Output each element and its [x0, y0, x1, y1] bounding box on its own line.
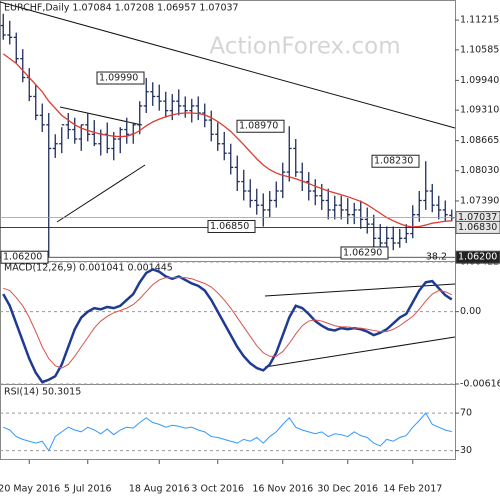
annotation-label: 1.06200 [3, 252, 42, 263]
x-tick-label: 18 Aug 2016 [129, 484, 190, 495]
x-tick-label: 16 Nov 2016 [252, 484, 313, 495]
x-tick-label: 20 May 2016 [0, 484, 60, 495]
x-tick-label: 14 Feb 2017 [383, 484, 442, 495]
trend-line [56, 164, 146, 223]
indicator-line [2, 268, 453, 384]
y-tick-label: 70 [460, 408, 472, 419]
trend-line [264, 283, 456, 297]
annotation-box [207, 219, 256, 233]
chart-title: EURCHF,Daily 1.07084 1.07208 1.06957 1.0… [4, 3, 239, 14]
price-level-box [455, 250, 500, 264]
annotation-box [96, 71, 145, 85]
annotation-label: 1.08230 [374, 156, 413, 167]
annotation-label: 1.06290 [343, 247, 382, 258]
annotation-box [0, 250, 49, 264]
moving-average [2, 53, 452, 228]
watermark: ActionForex.com [209, 34, 400, 60]
trend-line [0, 1, 456, 129]
annotation-label: 1.08970 [239, 121, 278, 132]
annotation-box [236, 119, 285, 133]
trend-line [264, 336, 456, 368]
y-tick-label: 30 [460, 445, 472, 456]
annotation-box [371, 154, 420, 168]
y-tick-label: 1.07390 [460, 195, 499, 206]
x-tick-label: 30 Dec 2016 [317, 484, 378, 495]
price-level-box [455, 220, 500, 234]
indicator-line [3, 277, 452, 369]
x-tick-label: 5 Jul 2016 [64, 484, 112, 495]
price-level-label: 1.07037 [458, 212, 497, 223]
y-tick-label: 1.11215 [460, 15, 499, 26]
rsi-title: RSI(14) 50.3015 [4, 387, 81, 398]
y-tick-label: 1.10585 [460, 44, 499, 55]
trend-line [59, 106, 143, 126]
y-tick-label: 1.09310 [460, 105, 499, 116]
macd-title: MACD(12,26,9) 0.001041 0.001445 [4, 263, 173, 274]
price-level-label: 1.06830 [458, 222, 497, 233]
y-tick-label: 1.08030 [460, 165, 499, 176]
annotation-label: 1.06850 [210, 221, 249, 232]
y-tick-label: 0.00 [460, 306, 481, 317]
annotation-box [340, 246, 389, 260]
y-tick-label: 1.09940 [460, 75, 499, 86]
annotation-label: 1.09990 [99, 73, 138, 84]
x-tick-label: 3 Oct 2016 [191, 484, 244, 495]
price-level-label: 1.06200 [458, 252, 497, 263]
y-tick-label: -0.006161 [460, 379, 500, 390]
y-tick-label: 1.08665 [460, 135, 499, 146]
indicator-line [3, 412, 452, 452]
